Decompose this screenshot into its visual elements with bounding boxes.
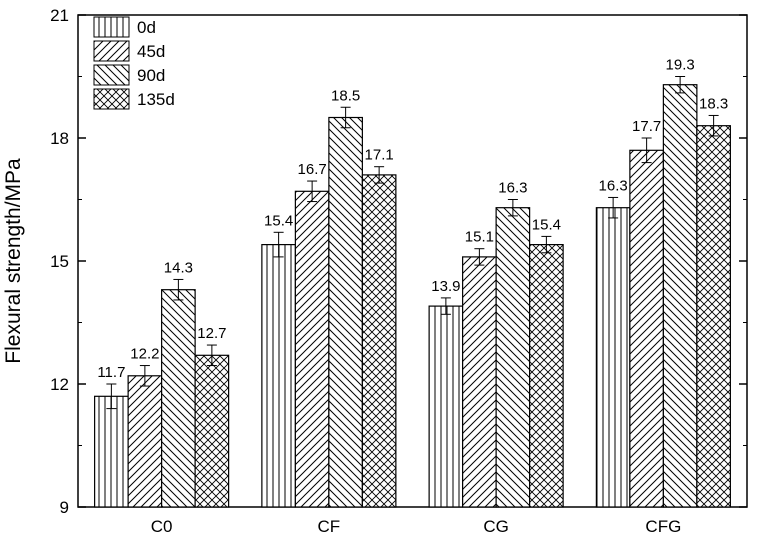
data-label: 19.3 <box>666 57 695 74</box>
legend-swatch <box>93 40 130 62</box>
y-tick-label: 18 <box>50 129 69 148</box>
x-category-label: CG <box>483 517 509 536</box>
y-tick-label: 12 <box>50 375 69 394</box>
bar <box>629 149 664 508</box>
bar <box>127 375 163 508</box>
data-label: 15.1 <box>465 229 494 246</box>
data-label: 18.5 <box>331 87 360 104</box>
bar <box>294 190 330 508</box>
bar <box>428 305 464 508</box>
data-label: 12.7 <box>197 325 226 342</box>
bar <box>662 84 698 508</box>
bar <box>595 207 631 508</box>
bar <box>462 256 497 508</box>
x-category-label: C0 <box>151 517 173 536</box>
bar <box>261 244 296 508</box>
data-label: 15.4 <box>264 212 293 229</box>
data-label: 16.7 <box>298 161 327 178</box>
data-label: 17.1 <box>365 147 394 164</box>
y-tick-label: 9 <box>60 498 69 517</box>
legend-swatch <box>93 16 130 38</box>
legend-label: 135d <box>137 90 175 109</box>
bar <box>161 289 196 508</box>
legend-label: 45d <box>137 42 165 61</box>
legend: 0d 45d 90d 135d <box>93 16 175 110</box>
bar <box>696 125 731 508</box>
data-label: 11.7 <box>97 364 125 381</box>
x-category-label: CFG <box>645 517 681 536</box>
bar <box>194 354 230 508</box>
bars: 11.7 12.2 14.3 12.7 15.4 16.7 18.5 17.1 13.9 15.1… <box>94 57 731 508</box>
data-label: 15.4 <box>532 216 561 233</box>
y-axis: 9 12 15 18 21 <box>50 6 747 517</box>
data-label: 17.7 <box>632 118 661 135</box>
bar <box>94 395 129 508</box>
data-label: 13.9 <box>431 278 460 295</box>
y-tick-label: 15 <box>50 252 69 271</box>
data-label: 16.3 <box>498 180 527 197</box>
legend-label: 0d <box>137 18 156 37</box>
data-label: 16.3 <box>599 177 628 194</box>
y-axis-title: Flexural strength/MPa <box>2 158 25 364</box>
data-label: 18.3 <box>699 95 728 112</box>
x-category-label: CF <box>318 517 341 536</box>
bar <box>495 207 531 508</box>
data-label: 14.3 <box>164 259 193 276</box>
legend-swatch <box>93 64 130 86</box>
bar <box>529 244 564 508</box>
data-label: 12.2 <box>130 346 159 363</box>
bar <box>328 116 363 508</box>
legend-swatch <box>93 88 130 110</box>
y-tick-label: 21 <box>50 6 69 25</box>
x-axis: C0 CF CG CFG <box>151 499 681 536</box>
bar <box>361 174 397 508</box>
legend-label: 90d <box>137 66 165 85</box>
